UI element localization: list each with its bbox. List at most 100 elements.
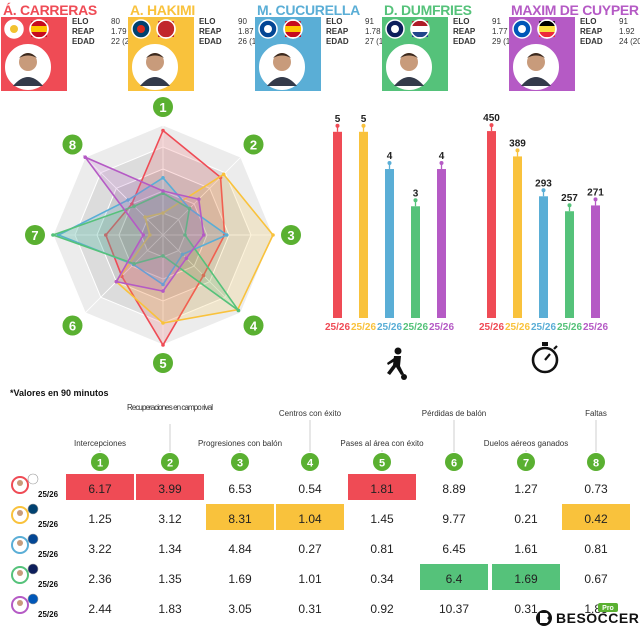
- flag-stripe-bottom: [412, 32, 428, 37]
- player-name: MAXIM DE CUYPER: [511, 2, 639, 18]
- morocco-flag-icon: [156, 19, 176, 39]
- avatar-body: [267, 77, 297, 86]
- brighton-crest-icon: [27, 593, 39, 605]
- table-cell: 1.81: [370, 482, 394, 496]
- row-season: 25/26: [38, 520, 59, 529]
- radar-spoke: [162, 156, 242, 236]
- avatar-hair: [19, 53, 37, 58]
- metric-number-badge: [373, 453, 391, 471]
- radar-point: [225, 233, 229, 237]
- flag-ring: [156, 19, 176, 39]
- metric-number-badge: [91, 453, 109, 471]
- table-cell: 1.45: [370, 512, 394, 526]
- besoccer-logo-b: [540, 613, 549, 623]
- flag-ring: [537, 19, 557, 39]
- radar-axis-badge: [153, 97, 173, 117]
- bar-dot: [335, 123, 340, 128]
- radar-axis-label: 2: [250, 137, 257, 152]
- reap-label: REAP: [580, 27, 603, 36]
- edad-label: EDAD: [580, 37, 603, 46]
- flag-ring: [29, 19, 49, 39]
- table-cell: 1.27: [514, 482, 538, 496]
- player-avatar: [259, 44, 305, 90]
- player-icon-body: [387, 356, 404, 375]
- radar-spoke: [84, 234, 164, 314]
- metric-number: 6: [451, 458, 457, 470]
- radar-axis-badge: [62, 315, 83, 336]
- avatar-body: [140, 77, 170, 86]
- bar-value-label: 4: [439, 151, 445, 162]
- highlight-cell: [348, 474, 416, 500]
- bar-category-label: 25/26: [505, 322, 530, 333]
- bar-value-label: 3: [413, 188, 419, 199]
- flag-stripe-bottom: [285, 32, 301, 37]
- radar-point: [132, 261, 137, 266]
- player-name: A. HAKIMI: [130, 2, 195, 18]
- reap-label: REAP: [453, 27, 476, 36]
- radar-axis-label: 3: [287, 228, 294, 243]
- radar-axis-label: 8: [69, 137, 76, 152]
- pro-badge-label: Pro: [602, 605, 614, 612]
- radar-axis-badge: [62, 134, 83, 155]
- metric-header: Pérdidas de balón: [422, 409, 487, 418]
- reap-label: REAP: [199, 27, 222, 36]
- row-avatar-face: [17, 600, 23, 606]
- flag-stripe-bottom: [158, 32, 174, 37]
- spain-flag-icon: [283, 19, 303, 39]
- radar-point: [201, 233, 206, 237]
- bar-value-label: 271: [587, 187, 604, 198]
- bar: [333, 131, 342, 318]
- radar-point: [126, 198, 130, 202]
- bar-category-label: 25/26: [557, 322, 582, 333]
- bar-value-label: 5: [361, 114, 367, 125]
- bar-dot: [593, 197, 598, 202]
- radar-point: [161, 211, 165, 215]
- flag-stripe-top: [285, 21, 301, 26]
- table-cell: 6.17: [88, 482, 112, 496]
- edad-label: EDAD: [199, 37, 222, 46]
- football-player-icon: [387, 347, 407, 380]
- bar: [437, 169, 446, 318]
- row-avatar-face: [17, 540, 23, 546]
- highlight-cell: [66, 474, 134, 500]
- flag-ring: [283, 19, 303, 39]
- radar-point: [161, 321, 165, 325]
- highlight-cell: [206, 504, 274, 530]
- metric-header: Recuperaciones en campo rival: [127, 403, 213, 412]
- stopwatch-button: [553, 345, 558, 350]
- avatar-head: [273, 53, 291, 71]
- table-cell: 0.67: [584, 572, 608, 586]
- flag-ring: [410, 19, 430, 39]
- table-cell: 2.44: [88, 602, 112, 616]
- metric-number-badge: [161, 453, 179, 471]
- edad-label: EDAD: [326, 37, 349, 46]
- table-cell: 1.83: [158, 602, 182, 616]
- bar-value-label: 4: [387, 151, 393, 162]
- radar-point: [104, 233, 108, 237]
- bar-dot: [515, 148, 520, 153]
- elo-value: 80: [111, 17, 120, 26]
- bar-dot: [361, 123, 366, 128]
- row-avatar-face: [17, 570, 23, 576]
- reap-value: 1.78: [365, 27, 381, 36]
- bar-value-label: 5: [335, 114, 341, 125]
- edad-label: EDAD: [453, 37, 476, 46]
- metric-number: 7: [523, 458, 529, 470]
- pro-badge: [598, 603, 618, 612]
- radar-point: [161, 254, 165, 258]
- table-cell: 3.99: [158, 482, 182, 496]
- radar-axis-label: 1: [159, 100, 166, 115]
- belgium-flag-icon: [537, 19, 557, 39]
- radar-point: [130, 202, 134, 206]
- stopwatch-crown: [542, 342, 548, 346]
- radar-point: [148, 233, 152, 237]
- bar-dot: [489, 123, 494, 128]
- real-madrid-crest-emblem: [10, 25, 18, 33]
- bar-category-label: 25/26: [531, 322, 556, 333]
- table-cell: 6.53: [228, 482, 252, 496]
- table-cell: 1.25: [88, 512, 112, 526]
- bar-category-label: 25/26: [351, 322, 376, 333]
